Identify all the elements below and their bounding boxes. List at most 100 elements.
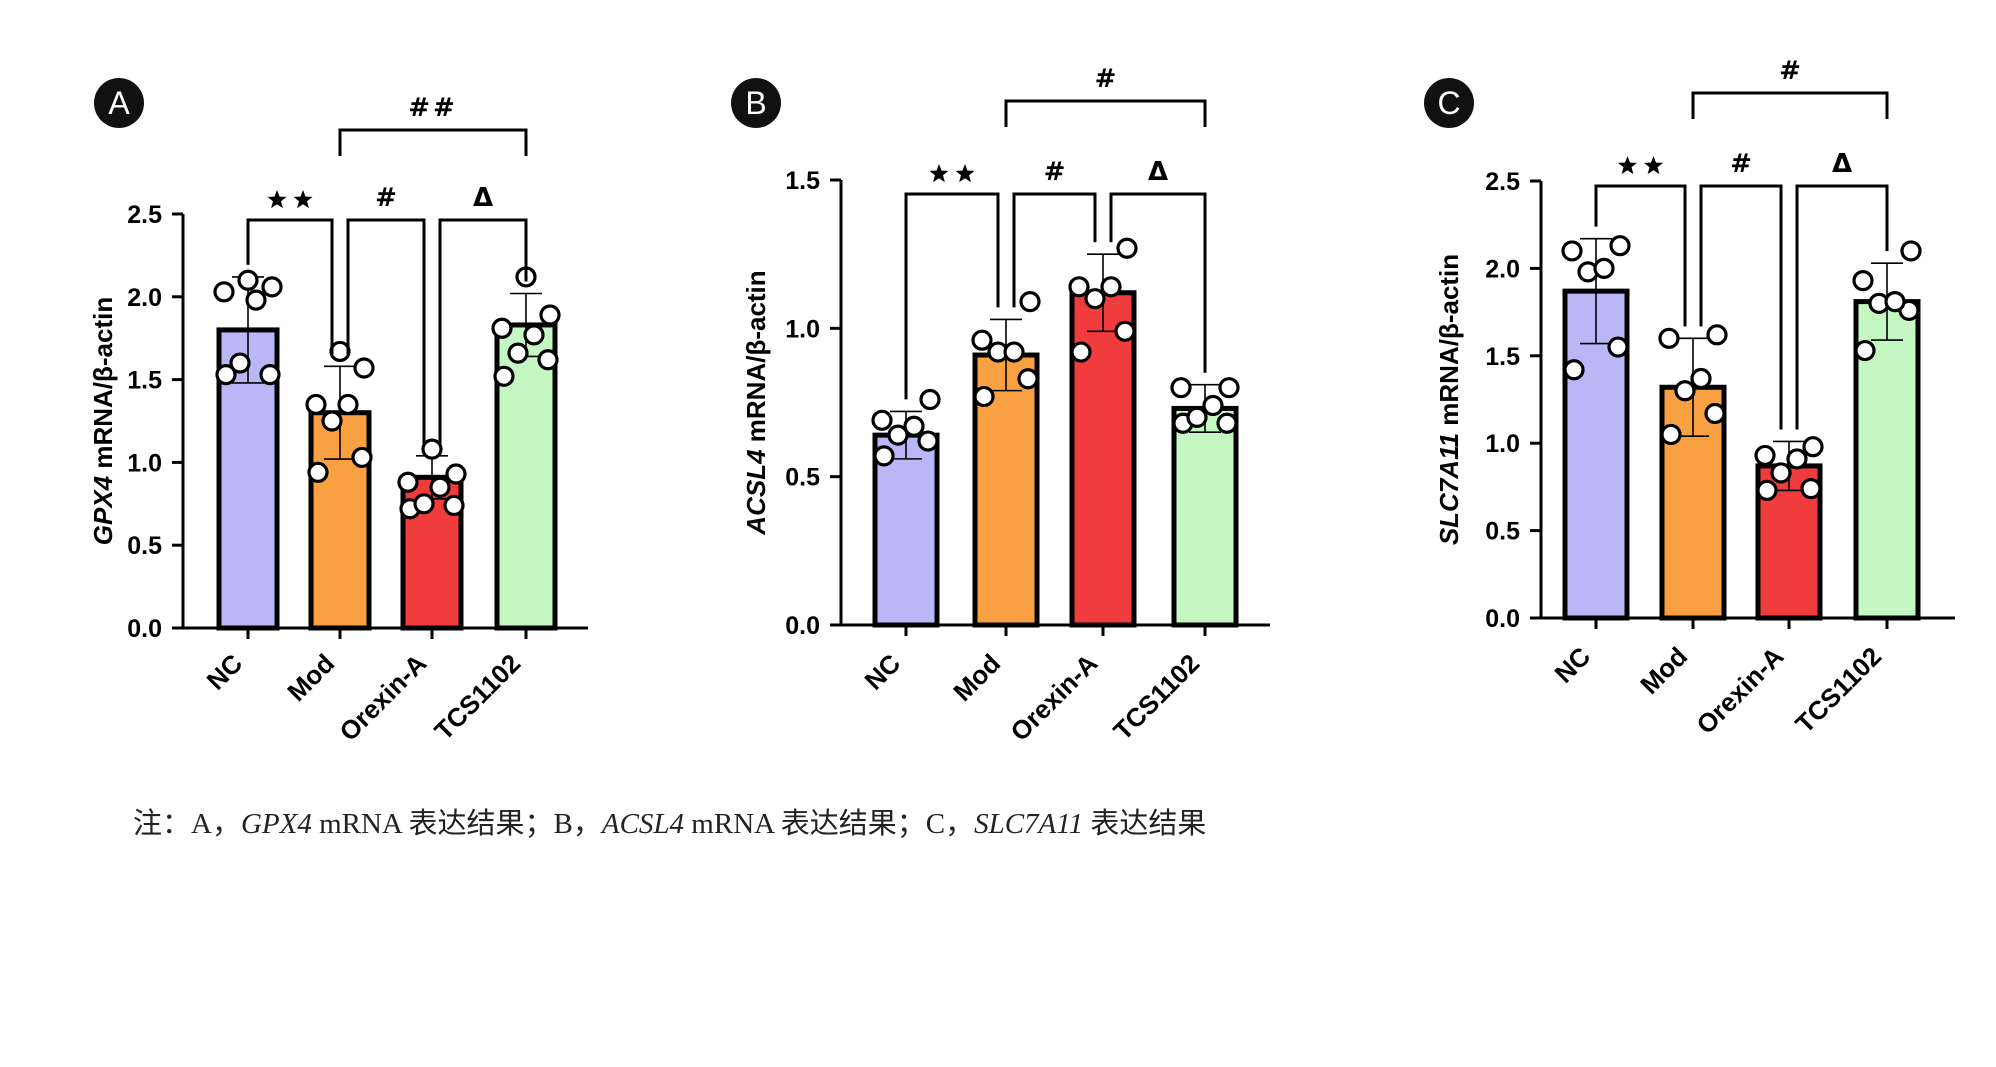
- panel-b-sig-bracket-2: [1109, 192, 1207, 373]
- panel-a-sig-bracket-0: [246, 218, 334, 355]
- panel-c-point-3-3: [1884, 291, 1906, 313]
- panel-c-point-2-5: [1802, 436, 1824, 458]
- panel-a-point-3-5: [539, 304, 561, 326]
- panel-a-chart: A 0.0 0.5 1.0 1.5 2.0 2.5 GPX4 mRNA/β-actin NC Mo…: [88, 78, 588, 747]
- panel-c-point-0-4: [1561, 240, 1583, 262]
- panel-a-x-label-1: Mod: [281, 648, 340, 707]
- panel-b-point-2-5: [1116, 237, 1138, 259]
- panel-b-point-1-5: [1019, 291, 1041, 313]
- panel-a-point-2-6: [421, 438, 443, 460]
- panel-c-sig-label-3: #: [1779, 56, 1801, 86]
- panel-c-point-1-1: [1704, 402, 1726, 425]
- panel-c-x-label-0: NC: [1548, 641, 1596, 689]
- panel-a-point-0-6: [237, 269, 259, 291]
- panel-c-point-2-4: [1754, 444, 1776, 467]
- panel-b-y-tick-label: 1.0: [785, 315, 820, 343]
- panel-a-sig-label-3: ##: [408, 93, 458, 123]
- panel-a-point-3-3: [523, 324, 545, 346]
- panel-c-point-2-0: [1756, 479, 1778, 501]
- panel-a-sig-bracket-1: [346, 218, 426, 444]
- panel-a-point-0-2: [229, 352, 251, 374]
- panel-b-sig-bracket-1: [1012, 192, 1097, 308]
- caption-part-a: mRNA 表达结果；B，: [311, 808, 602, 840]
- panel-a-point-3-2: [507, 342, 529, 364]
- panel-a-point-2-1: [443, 494, 465, 517]
- caption-gene-a: GPX4: [240, 808, 312, 840]
- panel-b-sig-label-3: #: [1095, 64, 1117, 94]
- panel-c-point-0-0: [1563, 359, 1585, 381]
- panel-a-sig-label-1: #: [375, 183, 397, 213]
- panel-c-point-1-5: [1706, 324, 1728, 346]
- panel-a-point-2-2: [413, 493, 435, 515]
- panel-c-sig-bracket-3: [1691, 91, 1889, 119]
- panel-c-y-tick-label: 1.5: [1485, 343, 1520, 371]
- panel-a-sig-star-0-2: [293, 190, 313, 209]
- panel-a-x-label-0: NC: [200, 648, 248, 696]
- panel-a-point-2-4: [397, 471, 419, 493]
- panel-c-point-1-3: [1690, 367, 1712, 390]
- panel-c-y-label-gene: SLC7A11: [1434, 433, 1464, 545]
- panel-b-y-tick-label: 1.5: [785, 167, 820, 195]
- panel-b-point-3-4: [1170, 377, 1192, 399]
- panel-a-point-3-0: [493, 365, 515, 387]
- panel-c-sig-star-0-1: [1618, 156, 1637, 175]
- panel-b-point-0-1: [917, 430, 939, 452]
- panel-b-y-label-gene: ACSL4: [741, 449, 771, 536]
- panel-a-y-tick-label: 1.5: [127, 367, 162, 395]
- panel-c-sig-bracket-1: [1699, 184, 1783, 430]
- panel-b-point-0-4: [871, 409, 893, 431]
- caption-gene-b: ACSL4: [601, 808, 685, 840]
- panel-b-point-2-3: [1100, 276, 1122, 298]
- panel-b-point-2-4: [1068, 276, 1090, 298]
- panel-b-y-label: ACSL4 mRNA/β-actin: [741, 270, 771, 535]
- panel-a-sig-star-0-1: [267, 190, 287, 209]
- panel-b-point-0-3: [903, 415, 925, 437]
- panel-a-x-label-2: Orexin-A: [333, 648, 432, 747]
- panel-a-point-0-1: [259, 364, 281, 386]
- panel-a-point-0-4: [213, 281, 235, 303]
- panel-c-y-tick-label: 1.0: [1485, 430, 1520, 458]
- panel-a-y-tick-label: 0.0: [127, 615, 162, 643]
- panel-c-y-tick-label: 2.0: [1485, 255, 1520, 283]
- panel-a-y-tick-label: 0.5: [127, 532, 162, 560]
- panel-a-point-1-4: [305, 393, 327, 416]
- panel-a-point-0-5: [261, 276, 283, 298]
- panel-c-x-label-3: TCS1102: [1789, 641, 1887, 739]
- panel-c-sig-star-0-2: [1644, 156, 1663, 175]
- panel-b-sig-label-1: #: [1044, 157, 1066, 187]
- panel-c-chart: C 0.0 0.5 1.0 1.5 2.0 2.5 SLC7A11 mRNA/β-actin N…: [1424, 56, 1955, 740]
- panel-b-bar-3: [1171, 405, 1239, 628]
- panel-a-point-0-0: [215, 364, 237, 386]
- panel-c-point-2-2: [1770, 462, 1792, 484]
- panel-a-point-1-3: [337, 393, 359, 416]
- panel-a-point-1-0: [307, 461, 329, 483]
- panel-c-sig-bracket-2: [1795, 184, 1889, 430]
- panel-a-point-2-3: [429, 476, 451, 498]
- panel-b-point-0-0: [873, 445, 895, 467]
- figure-caption: 注：A，GPX4 mRNA 表达结果；B，ACSL4 mRNA 表达结果；C，S…: [133, 800, 1206, 842]
- panel-c-point-1-4: [1658, 327, 1680, 349]
- panel-a-y-tick-label: 1.0: [127, 449, 162, 477]
- panel-a-y-label-unit: mRNA/β-actin: [88, 297, 118, 476]
- caption-part-c: 表达结果: [1083, 808, 1207, 840]
- panel-c-y-tick-label: 0.0: [1485, 605, 1520, 633]
- panel-b-x-label-2: Orexin-A: [1004, 648, 1103, 747]
- caption-gene-c: SLC7A11: [974, 808, 1084, 840]
- panel-b-point-1-3: [1003, 341, 1025, 363]
- panel-a-point-1-1: [351, 446, 373, 469]
- panel-c-sig-label-2: Δ: [1832, 149, 1852, 179]
- panel-b-point-1-4: [971, 329, 993, 351]
- panel-c-y-label-unit: mRNA/β-actin: [1434, 254, 1464, 433]
- panel-b-chart: B 0.0 0.5 1.0 1.5 ACSL4 mRNA/β-actin NC ModOrex…: [731, 64, 1270, 747]
- panel-a-point-3-4: [491, 317, 513, 339]
- panel-a-point-0-3: [245, 289, 267, 311]
- panel-a-badge-label: A: [108, 85, 130, 121]
- panel-b-point-0-2: [887, 424, 909, 446]
- panel-b-sig-bracket-0: [904, 192, 1000, 400]
- panel-b-x-label-1: Mod: [947, 648, 1006, 707]
- panel-c-sig-bracket-0: [1594, 184, 1687, 327]
- panel-b-badge: [731, 78, 781, 128]
- panel-c-point-3-0: [1854, 339, 1876, 362]
- panel-b-sig-star-0-2: [955, 164, 975, 183]
